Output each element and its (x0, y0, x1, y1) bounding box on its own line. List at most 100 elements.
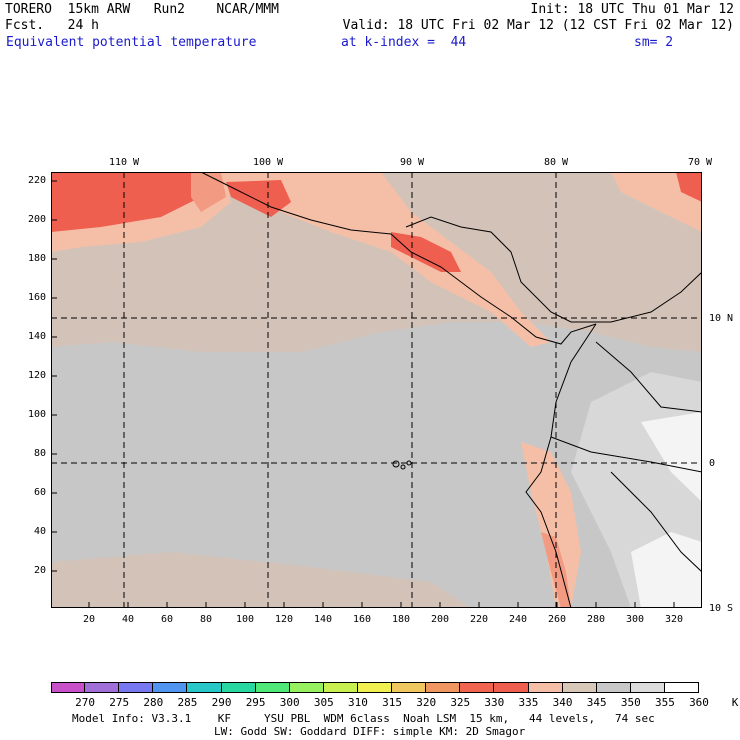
lon-label-110w: 110 W (108, 157, 140, 168)
colorbar-cell (255, 682, 290, 693)
y-label-220: 220 (27, 175, 46, 186)
graticule (51, 172, 702, 608)
lon-label-80w: 80 W (543, 157, 569, 168)
lat-label-10s: 10 S (709, 603, 734, 614)
colorbar-cell (664, 682, 700, 693)
x-label-40: 40 (121, 614, 135, 625)
x-label-60: 60 (160, 614, 174, 625)
colorbar-label: 295 (245, 696, 266, 709)
colorbar-cell (187, 682, 222, 693)
x-label-200: 200 (430, 614, 450, 625)
y-label-20: 20 (33, 565, 46, 576)
y-label-60: 60 (33, 487, 46, 498)
coast-caribbean (405, 216, 702, 323)
warm-330-guatemala (391, 232, 461, 272)
border-andes (595, 341, 702, 413)
colorbar-cell (596, 682, 631, 693)
y-label-100: 100 (27, 409, 46, 420)
x-label-100: 100 (235, 614, 255, 625)
warm-340-ne (611, 172, 702, 232)
colorbar-label: 345 (586, 696, 607, 709)
colorbar-cell (85, 682, 120, 693)
coast-south-america (525, 323, 597, 608)
colorbar-cell (528, 682, 563, 693)
colorbar-label: 350 (620, 696, 641, 709)
colorbar-label: 270 (75, 696, 96, 709)
x-label-280: 280 (586, 614, 606, 625)
warm-330-ne (676, 172, 702, 202)
x-label-160: 160 (352, 614, 372, 625)
warm-330-nw (51, 172, 201, 232)
colorbar-cell (51, 682, 86, 693)
colorbar-label: 355 (654, 696, 675, 709)
x-label-320: 320 (664, 614, 684, 625)
colorbar-label: 300 (279, 696, 300, 709)
colorbar-cell (119, 682, 154, 693)
y-label-160: 160 (27, 292, 46, 303)
map-frame (51, 172, 702, 608)
colorbar-cell (323, 682, 358, 693)
lon-label-100w: 100 W (252, 157, 284, 168)
colorbar-cell (630, 682, 665, 693)
lat-label-10n: 10 N (709, 313, 734, 324)
colorbar-label: 275 (109, 696, 130, 709)
colorbar-label: K (731, 696, 739, 709)
colorbar-label: 330 (484, 696, 505, 709)
colorbar-cell (392, 682, 427, 693)
valid-time: Valid: 18 UTC Fri 02 Mar 12 (12 CST Fri … (342, 18, 734, 33)
colorbar (51, 682, 700, 693)
y-label-180: 180 (27, 253, 46, 264)
colorbar-cell (562, 682, 597, 693)
warm-335-andes (541, 532, 571, 608)
lon-label-70w: 70 W (687, 157, 713, 168)
level-index: at k-index = 44 (341, 35, 467, 50)
theta-e-map (51, 172, 702, 608)
warm-335-nw (191, 172, 226, 212)
colorbar-label: 335 (518, 696, 539, 709)
colorbar-label: 315 (382, 696, 402, 709)
colorbar-cell (460, 682, 495, 693)
coast-mexico (200, 172, 597, 345)
x-label-140: 140 (313, 614, 333, 625)
colorbar-label: 325 (450, 696, 471, 709)
field-name: Equivalent potential temperature (6, 35, 257, 50)
x-label-180: 180 (391, 614, 411, 625)
axis-ticks (51, 180, 675, 608)
colorbar-cell (153, 682, 188, 693)
colorbar-label: 280 (143, 696, 164, 709)
y-label-140: 140 (27, 331, 46, 342)
x-label-120: 120 (274, 614, 294, 625)
tan-band (51, 172, 702, 352)
init-time: Init: 18 UTC Thu 01 Mar 12 (530, 2, 735, 17)
colorbar-label: 320 (416, 696, 437, 709)
colorbar-cell (221, 682, 256, 693)
forecast-hour: Fcst. 24 h (5, 18, 99, 33)
colorbar-label: 310 (348, 696, 368, 709)
white-patch-east (641, 412, 702, 502)
warm-340-andes (521, 442, 581, 608)
y-label-40: 40 (33, 526, 46, 537)
x-label-300: 300 (625, 614, 645, 625)
colorbar-cell (426, 682, 461, 693)
colorbar-cell (289, 682, 324, 693)
model-run-title: TORERO 15km ARW Run2 NCAR/MMM (5, 2, 279, 17)
smoothing-value: sm= 2 (634, 35, 674, 50)
x-label-240: 240 (508, 614, 528, 625)
colorbar-cell (494, 682, 529, 693)
colorbar-label: 360 (689, 696, 709, 709)
colorbar-label: 340 (552, 696, 573, 709)
x-label-20: 20 (82, 614, 96, 625)
colorbar-label: 285 (177, 696, 198, 709)
physics-info: LW: Godd SW: Goddard DIFF: simple KM: 2D… (214, 725, 526, 738)
model-info: Model Info: V3.3.1 KF YSU PBL WDM 6class… (72, 712, 655, 725)
lon-label-90w: 90 W (399, 157, 425, 168)
y-label-80: 80 (33, 448, 46, 459)
lat-label-0: 0 (709, 458, 716, 469)
y-label-200: 200 (27, 214, 46, 225)
x-label-220: 220 (469, 614, 489, 625)
colorbar-label: 305 (313, 696, 334, 709)
colorbar-label: 290 (211, 696, 232, 709)
y-label-120: 120 (27, 370, 46, 381)
white-patch-south (631, 532, 702, 608)
x-label-260: 260 (547, 614, 567, 625)
